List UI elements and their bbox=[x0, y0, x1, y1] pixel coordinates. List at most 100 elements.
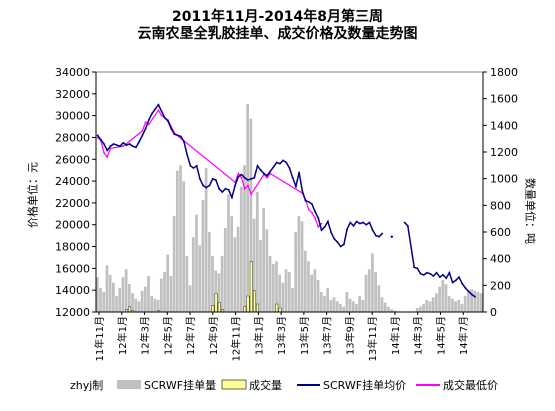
order-volume-bar bbox=[249, 118, 253, 312]
deal-volume-bar bbox=[246, 295, 250, 313]
order-price-line-point bbox=[429, 272, 432, 275]
order-price-line-point bbox=[247, 179, 249, 181]
order-price-line-point bbox=[227, 188, 230, 191]
order-price-line-point bbox=[176, 134, 179, 137]
legend-label-deal-volume: 成交量 bbox=[249, 378, 282, 392]
order-price-line-point bbox=[99, 138, 102, 141]
order-volume-bar bbox=[380, 297, 384, 312]
order-volume-bar bbox=[150, 296, 154, 312]
x-tick-label: 14年7月 bbox=[457, 316, 470, 355]
order-volume-bar bbox=[191, 237, 195, 312]
y-left-tick-label: 24000 bbox=[55, 175, 90, 188]
order-volume-bar bbox=[447, 296, 451, 312]
order-price-line-point bbox=[381, 232, 384, 235]
order-price-line-point bbox=[346, 228, 348, 231]
y-left-tick-label: 34000 bbox=[55, 66, 90, 79]
order-volume-bar bbox=[115, 296, 118, 312]
order-price-line-point bbox=[282, 159, 284, 162]
order-volume-bar bbox=[454, 301, 457, 312]
deal-price-line-point bbox=[266, 176, 268, 179]
order-volume-bar bbox=[188, 285, 192, 312]
order-volume-bar bbox=[342, 306, 345, 312]
order-price-line-point bbox=[186, 154, 189, 156]
order-price-line bbox=[404, 221, 476, 298]
deal-price-line-point bbox=[307, 208, 310, 211]
order-volume-bar bbox=[339, 304, 342, 312]
order-volume-bar bbox=[473, 290, 477, 312]
order-volume-bar bbox=[239, 186, 243, 312]
order-price-line-point bbox=[112, 143, 115, 145]
order-volume-bar bbox=[358, 296, 361, 312]
deal-volume-bar bbox=[253, 290, 256, 313]
order-price-line-point bbox=[263, 172, 265, 175]
order-price-line-point bbox=[470, 293, 473, 296]
legend-swatch-deal-volume bbox=[221, 379, 247, 390]
order-volume-bar bbox=[262, 208, 266, 312]
deal-price-line-point bbox=[157, 109, 160, 112]
order-price-line-point bbox=[192, 167, 195, 169]
order-volume-bar bbox=[476, 292, 480, 312]
deal-price-line-point bbox=[250, 193, 253, 196]
order-volume-bar bbox=[438, 286, 441, 312]
deal-volume-bar bbox=[243, 306, 247, 313]
deal-price-line-point bbox=[147, 123, 150, 126]
order-volume-bar bbox=[313, 269, 317, 312]
deal-volume-bar bbox=[256, 303, 260, 313]
order-price-line-point bbox=[320, 229, 323, 232]
deal-volume-bar bbox=[275, 303, 279, 313]
order-price-line-point bbox=[202, 184, 205, 187]
order-price-line-point bbox=[464, 287, 467, 289]
x-tick-label: 13年1月 bbox=[252, 316, 265, 355]
order-volume-bar bbox=[294, 232, 298, 312]
legend-author: zhyj制 bbox=[70, 379, 103, 392]
deal-price-line-point bbox=[320, 222, 323, 225]
deal-price-line-point bbox=[311, 211, 313, 214]
order-volume-bar bbox=[390, 309, 393, 312]
x-tick-label: 12年3月 bbox=[139, 316, 152, 355]
order-price-line-point bbox=[259, 169, 262, 172]
order-price-line-point bbox=[323, 226, 326, 228]
x-tick-label: 14年1月 bbox=[389, 316, 402, 355]
order-volume-bar bbox=[425, 300, 429, 312]
order-volume-bar bbox=[140, 290, 144, 312]
legend-swatch-order-volume bbox=[117, 380, 141, 389]
order-price-line-point bbox=[135, 146, 137, 149]
order-volume-bar bbox=[364, 274, 368, 312]
order-price-line-point bbox=[115, 144, 118, 147]
order-price-line-point bbox=[368, 221, 371, 224]
deal-volume-bar bbox=[249, 261, 253, 313]
order-price-line-point bbox=[343, 243, 345, 246]
y-right-tick-label: 1800 bbox=[490, 66, 518, 79]
order-volume-bar bbox=[345, 292, 349, 312]
order-volume-bar bbox=[332, 297, 336, 312]
order-volume-bar bbox=[351, 301, 355, 312]
order-volume-bar bbox=[111, 282, 115, 312]
order-price-line-point bbox=[195, 164, 198, 167]
order-volume-bar bbox=[137, 301, 141, 312]
order-price-line-point bbox=[243, 176, 246, 179]
order-volume-bar bbox=[323, 296, 326, 312]
legend-label-order-volume: SCRWF挂单量 bbox=[144, 378, 216, 392]
order-price-line-point bbox=[359, 222, 361, 225]
order-volume-bar bbox=[246, 104, 250, 312]
order-volume-bar bbox=[419, 306, 422, 312]
order-volume-bar bbox=[326, 288, 329, 312]
order-volume-bar bbox=[233, 237, 237, 312]
x-tick-label: 13年9月 bbox=[343, 316, 356, 355]
order-price-line-point bbox=[275, 161, 278, 164]
y-left-tick-label: 22000 bbox=[55, 197, 90, 210]
order-volume-bar bbox=[108, 274, 112, 312]
order-volume-bar bbox=[121, 277, 125, 312]
order-volume-bar bbox=[255, 192, 259, 312]
order-volume-bar bbox=[198, 245, 202, 312]
order-volume-bar bbox=[217, 273, 221, 312]
order-price-line-point bbox=[253, 176, 256, 179]
order-volume-bar bbox=[377, 285, 381, 312]
order-volume-bar bbox=[460, 304, 464, 312]
order-price-line-point bbox=[199, 178, 201, 180]
legend-label-deal-price: 成交最低价 bbox=[443, 378, 498, 392]
order-price-line-point bbox=[435, 271, 438, 274]
order-price-line-point bbox=[173, 133, 176, 136]
order-volume-bar bbox=[102, 292, 106, 312]
